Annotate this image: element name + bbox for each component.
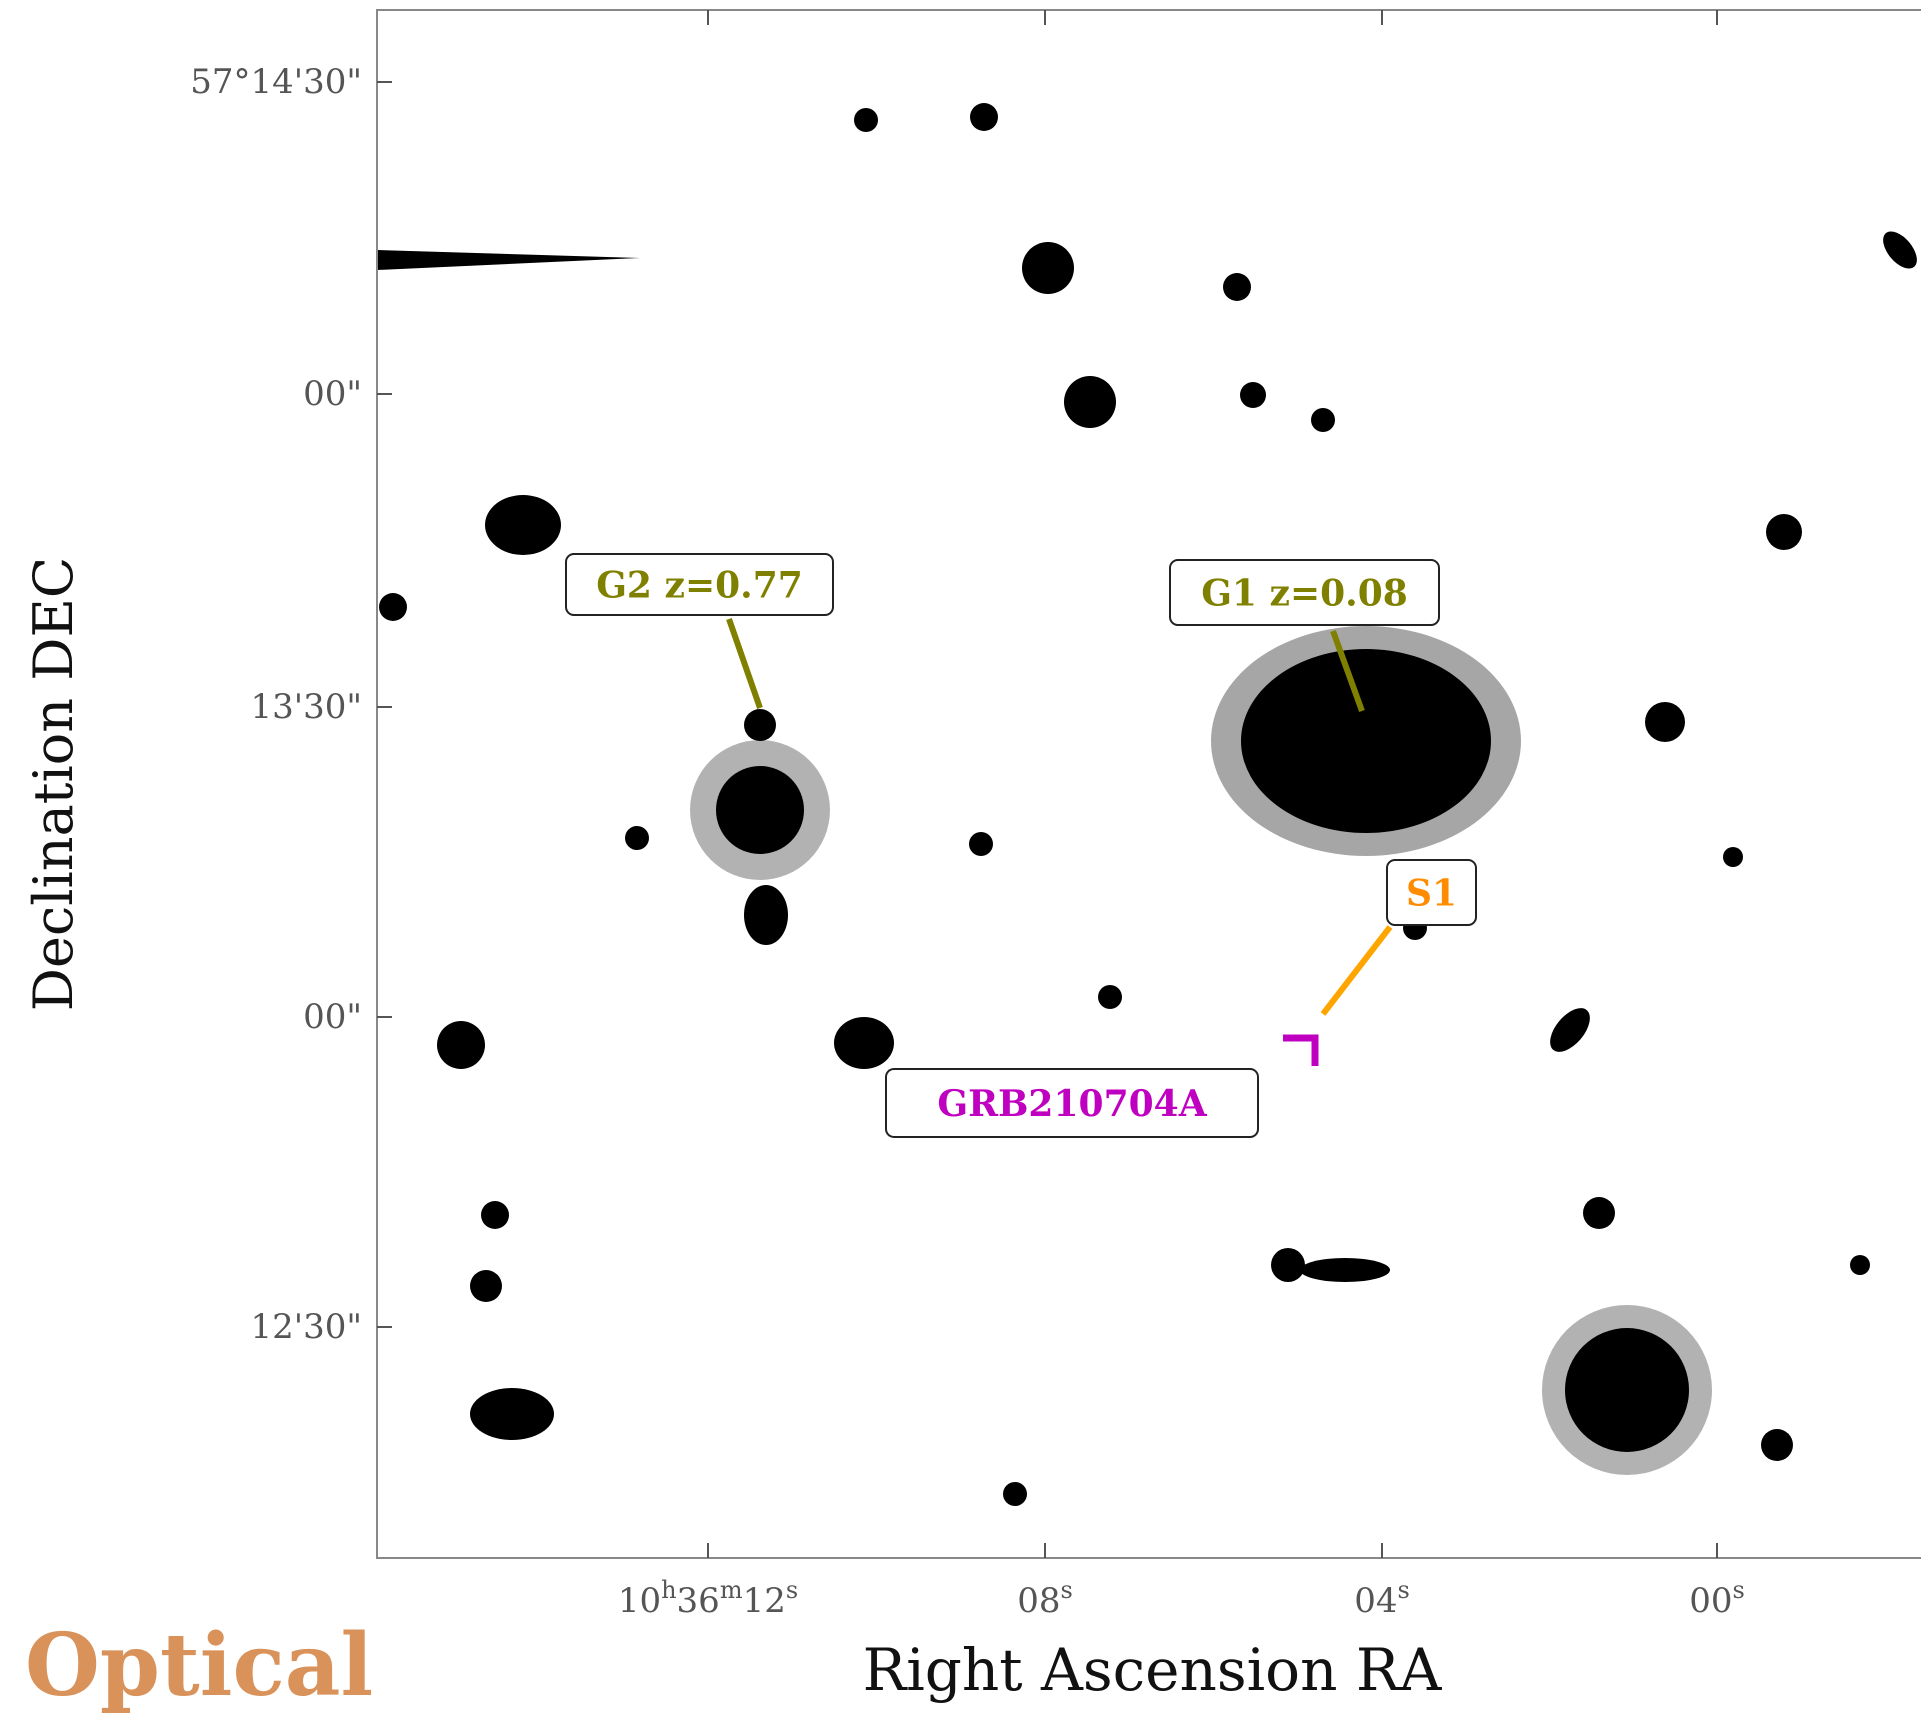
star xyxy=(1240,382,1266,408)
star xyxy=(1098,985,1122,1009)
unit-superscript: s xyxy=(1732,1576,1744,1604)
annotation-label: G1 z=0.08 xyxy=(1201,573,1408,615)
star xyxy=(1311,408,1335,432)
galaxy xyxy=(1300,1258,1390,1282)
unit-superscript: h xyxy=(661,1576,676,1604)
tick-digits: 36 xyxy=(677,1581,720,1621)
tick-digits: 08 xyxy=(1017,1581,1060,1621)
galaxy xyxy=(744,709,776,741)
tick-digits: 00 xyxy=(1689,1581,1732,1621)
y-tick-label: 12'30" xyxy=(250,1307,362,1347)
galaxy xyxy=(470,1388,554,1440)
star xyxy=(969,832,993,856)
star xyxy=(1766,514,1802,550)
tick-digits: 10 xyxy=(618,1581,661,1621)
galaxy xyxy=(834,1017,894,1069)
y-tick-label: 57°14'30" xyxy=(190,62,362,102)
galaxy xyxy=(485,495,561,555)
y-tick-label: 00" xyxy=(303,997,362,1037)
y-tick-label: 13'30" xyxy=(250,687,362,727)
galaxy xyxy=(744,885,788,945)
star xyxy=(1271,1248,1305,1282)
galaxy-halo xyxy=(1211,626,1521,856)
annotation-label: GRB210704A xyxy=(937,1083,1207,1125)
y-axis-label: Declination DEC xyxy=(22,557,85,1011)
star xyxy=(1850,1255,1870,1275)
panel-label: Optical xyxy=(25,1615,373,1716)
star xyxy=(470,1270,502,1302)
star xyxy=(437,1021,485,1069)
star xyxy=(625,826,649,850)
x-tick-label: 10h36m12s xyxy=(618,1576,798,1621)
star xyxy=(1022,242,1074,294)
star xyxy=(1583,1197,1615,1229)
annotation-label: S1 xyxy=(1406,873,1457,915)
tick-digits: 04 xyxy=(1354,1581,1397,1621)
star xyxy=(481,1201,509,1229)
tick-digits: 12 xyxy=(743,1581,786,1621)
star xyxy=(1645,702,1685,742)
star-halo xyxy=(1542,1305,1712,1475)
star xyxy=(379,593,407,621)
star xyxy=(970,103,998,131)
star xyxy=(1761,1429,1793,1461)
star xyxy=(1064,376,1116,428)
figure: 57°14'30"00"13'30"00"12'30"10h36m12s08s0… xyxy=(0,0,1921,1723)
x-axis-label: Right Ascension RA xyxy=(863,1636,1443,1704)
galaxy-halo xyxy=(690,740,830,880)
y-tick-label: 00" xyxy=(303,374,362,414)
star xyxy=(1723,847,1743,867)
star xyxy=(854,108,878,132)
annotation-label: G2 z=0.77 xyxy=(596,565,803,607)
unit-superscript: s xyxy=(1397,1576,1409,1604)
star xyxy=(1223,273,1251,301)
unit-superscript: m xyxy=(720,1576,743,1604)
unit-superscript: s xyxy=(1060,1576,1072,1604)
star xyxy=(1003,1482,1027,1506)
unit-superscript: s xyxy=(786,1576,798,1604)
